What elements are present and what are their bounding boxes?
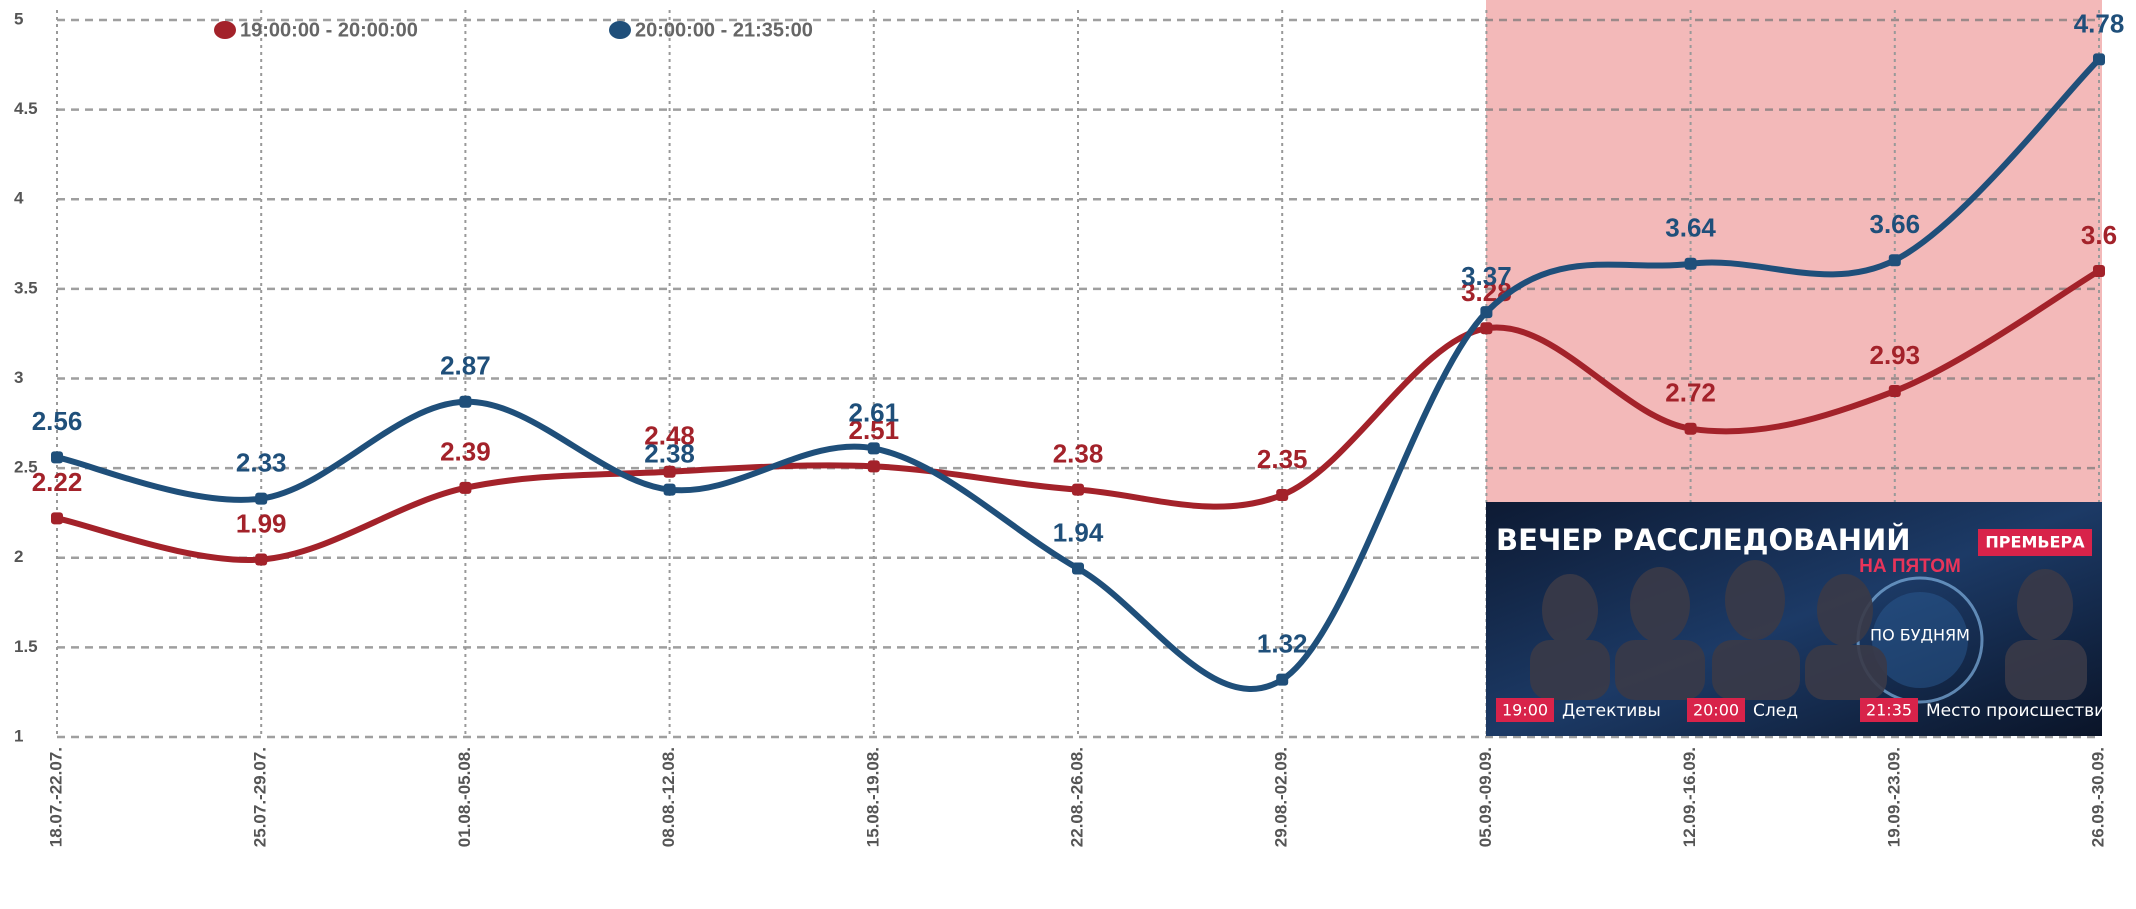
data-label: 2.38 (1053, 439, 1104, 469)
data-label: 2.51 (848, 415, 899, 445)
data-point (1888, 254, 1901, 267)
data-label: 1.32 (1257, 629, 1308, 659)
data-point (2093, 264, 2105, 277)
time-badge (1496, 698, 1554, 722)
x-tick-label: 25.07.-29.07. (251, 747, 270, 847)
data-label: 3.28 (1461, 277, 1512, 307)
data-point (459, 395, 472, 408)
data-point (51, 451, 63, 464)
time: 21:35 (1866, 701, 1912, 720)
x-tick-label: 05.09.-09.09. (1476, 747, 1495, 847)
y-tick-label: 5 (14, 9, 23, 28)
data-label: 2.48 (644, 421, 695, 451)
data-label: 2.93 (1869, 340, 1920, 370)
time: 19:00 (1502, 701, 1548, 720)
y-tick-label: 2 (14, 547, 23, 566)
data-point (1684, 422, 1697, 435)
data-point (867, 460, 880, 473)
data-label: 2.87 (440, 351, 491, 381)
data-point (663, 465, 676, 478)
data-label: 2.39 (440, 437, 491, 467)
x-tick-label: 26.09.-30.09. (2088, 747, 2107, 847)
data-point (1276, 489, 1289, 502)
data-point (1072, 483, 1084, 496)
data-point (1480, 322, 1493, 335)
series-line (56, 57, 2102, 692)
y-tick-label: 1.5 (14, 637, 38, 656)
data-label: 4.78 (2074, 8, 2125, 38)
data-label: 2.35 (1257, 444, 1308, 474)
show: Место происшествия (1926, 701, 2115, 721)
show: След (1753, 701, 1798, 721)
legend-label: 20:00:00 - 21:35:00 (635, 19, 813, 41)
data-label: 3.6 (2081, 220, 2117, 250)
data-label: 2.22 (32, 467, 83, 497)
highlight-region (1486, 0, 2102, 502)
time-badge (1860, 698, 1918, 722)
banner-title: ВЕЧЕР РАССЛЕДОВАНИЙ (1496, 523, 1911, 557)
y-tick-label: 1 (14, 726, 23, 745)
data-point (1684, 257, 1697, 270)
data-point (1480, 306, 1493, 319)
y-tick-label: 3.5 (14, 278, 38, 297)
data-label: 2.61 (848, 397, 899, 427)
data-label: 2.33 (236, 447, 287, 477)
data-point (51, 512, 63, 525)
series-line (56, 268, 2101, 563)
data-point (1888, 385, 1901, 398)
banner-subtitle: НА ПЯТОМ (1859, 556, 1961, 577)
data-point (867, 442, 880, 455)
fingerprint-icon (1872, 592, 1968, 688)
legend-marker (214, 21, 236, 39)
x-tick-label: 08.08.-12.08. (659, 747, 678, 847)
banner-tag: ПО БУДНЯМ (1870, 626, 1970, 645)
x-tick-label: 22.08.-26.08. (1067, 747, 1086, 847)
data-label: 3.37 (1461, 261, 1512, 291)
data-point (459, 481, 472, 494)
y-tick-label: 2.5 (14, 458, 38, 477)
data-point (1276, 673, 1289, 686)
y-tick-label: 4 (14, 189, 24, 208)
badge-bg (1978, 529, 2092, 556)
banner: ВЕЧЕР РАССЛЕДОВАНИЙ ПРЕМЬЕРА НА ПЯТОМ ПО… (1486, 502, 2115, 736)
data-label: 2.56 (32, 406, 83, 436)
time-badge (1687, 698, 1745, 722)
x-tick-label: 19.09.-23.09. (1884, 747, 1903, 847)
data-label: 2.72 (1665, 378, 1716, 408)
data-label: 2.38 (644, 439, 695, 469)
data-point (2093, 53, 2105, 66)
x-tick-label: 18.07.-22.07. (46, 747, 65, 847)
data-point (1072, 562, 1084, 575)
data-point (663, 483, 676, 496)
x-tick-label: 12.09.-16.09. (1680, 747, 1699, 847)
data-label: 1.94 (1053, 517, 1104, 547)
x-tick-label: 29.08.-02.09. (1272, 747, 1291, 847)
data-point (255, 553, 268, 566)
y-tick-label: 3 (14, 368, 23, 387)
y-tick-label: 4.5 (14, 99, 38, 118)
x-tick-label: 15.08.-19.08. (863, 747, 882, 847)
people (1530, 560, 2087, 700)
show: Детективы (1562, 701, 1661, 721)
legend-label: 19:00:00 - 20:00:00 (240, 19, 418, 41)
data-label: 3.64 (1665, 213, 1716, 243)
data-label: 3.66 (1869, 209, 1920, 239)
data-label: 1.99 (236, 508, 287, 538)
time: 20:00 (1693, 701, 1739, 720)
x-tick-label: 01.08.-05.08. (455, 747, 474, 847)
data-point (255, 492, 268, 505)
banner-badge: ПРЕМЬЕРА (1985, 533, 2085, 552)
legend-marker (609, 21, 631, 39)
